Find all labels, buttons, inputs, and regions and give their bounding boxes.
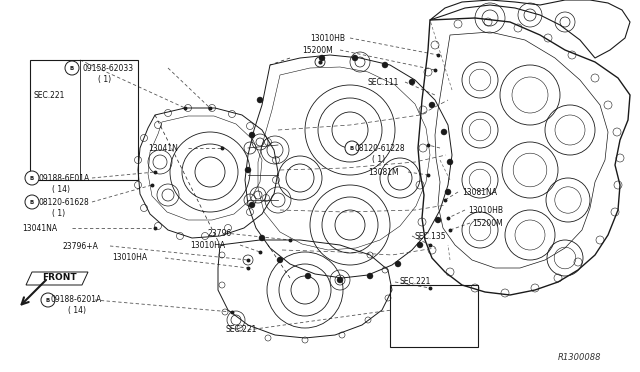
Text: 13010HB: 13010HB (310, 33, 345, 42)
Text: 08120-61228: 08120-61228 (355, 144, 406, 153)
Circle shape (249, 202, 255, 208)
Text: 09188-6201A: 09188-6201A (50, 295, 101, 305)
Circle shape (25, 171, 39, 185)
Text: ( 1): ( 1) (372, 154, 385, 164)
Text: ( 14): ( 14) (52, 185, 70, 193)
Circle shape (25, 195, 39, 209)
Text: 09158-62033: 09158-62033 (82, 64, 133, 73)
Circle shape (245, 167, 251, 173)
Text: ( 1): ( 1) (52, 208, 65, 218)
Text: B: B (70, 65, 74, 71)
Text: 23796: 23796 (208, 228, 232, 237)
Text: SEC.135: SEC.135 (415, 231, 447, 241)
Circle shape (435, 217, 441, 223)
Text: 13041N: 13041N (148, 144, 178, 153)
Text: SEC.111: SEC.111 (368, 77, 399, 87)
Text: SEC.221: SEC.221 (400, 278, 431, 286)
Text: B: B (46, 298, 50, 302)
Text: FRONT: FRONT (42, 273, 77, 282)
Text: 13081M: 13081M (368, 167, 399, 176)
Circle shape (395, 261, 401, 267)
Circle shape (345, 141, 359, 155)
Circle shape (337, 277, 343, 283)
Circle shape (249, 132, 255, 138)
Circle shape (445, 189, 451, 195)
Circle shape (65, 61, 79, 75)
Circle shape (305, 273, 311, 279)
Text: 09188-6E01A: 09188-6E01A (38, 173, 89, 183)
Text: 13010HA: 13010HA (190, 241, 225, 250)
Text: 08120-61628: 08120-61628 (38, 198, 89, 206)
Text: B: B (350, 145, 354, 151)
Circle shape (257, 97, 263, 103)
Text: B: B (30, 176, 34, 180)
Circle shape (352, 55, 358, 61)
Text: SEC.221: SEC.221 (225, 326, 257, 334)
Circle shape (441, 129, 447, 135)
Text: 15200M: 15200M (302, 45, 333, 55)
Text: ( 1): ( 1) (98, 74, 111, 83)
Text: 13010HB: 13010HB (468, 205, 503, 215)
Text: 15200M: 15200M (472, 218, 503, 228)
Circle shape (409, 79, 415, 85)
Circle shape (429, 102, 435, 108)
Text: ( 14): ( 14) (68, 307, 86, 315)
Circle shape (277, 257, 283, 263)
Text: 23796+A: 23796+A (62, 241, 98, 250)
Text: 13081NA: 13081NA (462, 187, 497, 196)
Circle shape (447, 159, 453, 165)
Circle shape (319, 55, 325, 61)
Text: 13041NA: 13041NA (22, 224, 57, 232)
Text: 13010HA: 13010HA (112, 253, 147, 263)
Circle shape (382, 62, 388, 68)
Circle shape (367, 273, 373, 279)
Text: R1300088: R1300088 (558, 353, 602, 362)
Circle shape (259, 235, 265, 241)
Text: SEC.221: SEC.221 (33, 90, 65, 99)
Circle shape (417, 242, 423, 248)
Text: B: B (30, 199, 34, 205)
Circle shape (41, 293, 55, 307)
